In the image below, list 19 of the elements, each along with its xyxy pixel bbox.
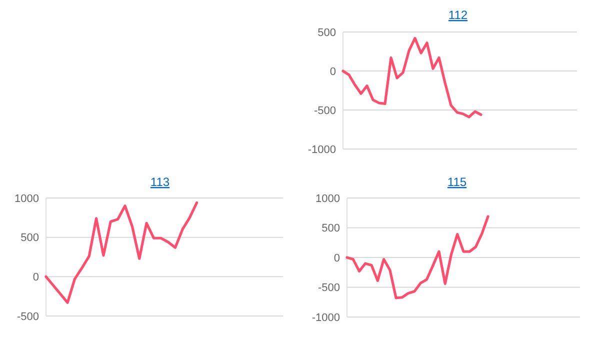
y-tick-label: 1000 (14, 192, 39, 205)
y-tick-label: -500 (314, 104, 336, 117)
y-tick-label: 500 (20, 232, 39, 244)
y-tick-label: 500 (322, 222, 340, 235)
chart-title: 113 (150, 175, 170, 189)
y-tick-label: 0 (330, 66, 336, 78)
y-tick-label: -1000 (312, 312, 340, 324)
y-tick-label: -1000 (308, 144, 336, 156)
line-series (44, 201, 198, 304)
y-tick-label: 0 (334, 252, 340, 264)
y-tick-label: -500 (318, 282, 340, 294)
y-tick-label: 1000 (316, 192, 340, 205)
y-tick-label: 0 (32, 272, 39, 284)
chart-title: 115 (447, 175, 467, 189)
y-tick-label: -500 (16, 310, 39, 323)
chart-title: 112 (448, 8, 468, 22)
line-series (342, 36, 482, 118)
line-series (346, 215, 490, 300)
y-tick-label: 500 (318, 26, 336, 39)
